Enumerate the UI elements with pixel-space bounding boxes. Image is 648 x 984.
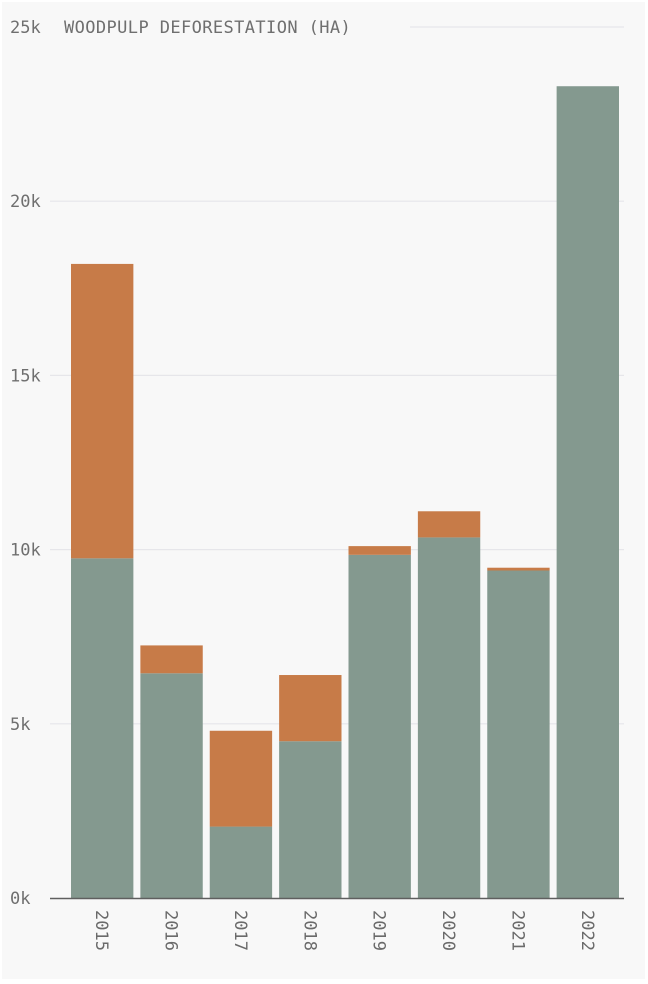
- x-tick-label-2021: 2021: [507, 910, 527, 951]
- bar-2015-upper: [71, 263, 134, 559]
- y-tick-label-15k: 15k: [10, 366, 41, 386]
- x-tick-label-2020: 2020: [438, 910, 458, 951]
- bar-2018-upper: [279, 675, 342, 742]
- bars: [71, 86, 619, 898]
- x-tick-label-2022: 2022: [577, 910, 597, 951]
- x-tick-label-2017: 2017: [230, 910, 250, 951]
- bar-2020-lower: [417, 537, 481, 898]
- y-tick-label-10k: 10k: [10, 541, 41, 561]
- y-tick-label-5k: 5k: [10, 715, 30, 735]
- x-tick-label-2015: 2015: [91, 910, 111, 951]
- bar-2022-lower: [556, 86, 619, 898]
- bar-2019-upper: [348, 546, 411, 555]
- bar-2021-lower: [487, 570, 550, 898]
- labels: 0k 5k 10k 15k 20k 25k WOODPULP DEFORESTATION (…: [10, 18, 597, 951]
- bar-2017-upper: [209, 730, 273, 827]
- chart-title: WOODPULP DEFORESTATION (HA): [64, 18, 351, 38]
- bar-2016-upper: [140, 645, 203, 674]
- y-tick-label-25k: 25k: [10, 18, 41, 38]
- y-tick-label-20k: 20k: [10, 192, 41, 212]
- bar-2015-lower: [71, 558, 134, 898]
- x-tick-label-2016: 2016: [161, 910, 181, 951]
- bar-2017-lower: [209, 826, 273, 898]
- x-tick-label-2019: 2019: [369, 910, 389, 951]
- bar-2019-lower: [348, 554, 411, 898]
- y-tick-label-0k: 0k: [10, 889, 30, 909]
- bar-2021-upper: [487, 567, 550, 571]
- bar-2016-lower: [140, 673, 203, 898]
- x-tick-label-2018: 2018: [299, 910, 319, 951]
- bar-2020-upper: [417, 511, 481, 538]
- bar-2018-lower: [279, 741, 342, 898]
